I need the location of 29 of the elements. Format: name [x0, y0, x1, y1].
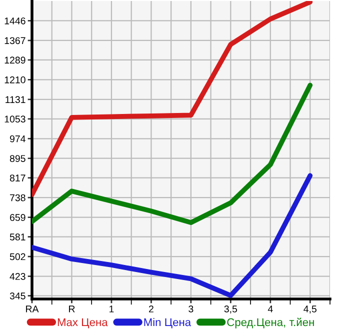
y-tick-label: 1367	[4, 37, 26, 44]
y-tick-label: 974	[10, 135, 26, 142]
y-tick-label: 1446	[4, 17, 26, 24]
line-series	[32, 82, 313, 225]
y-tick-label: 1210	[4, 76, 26, 84]
y-tick-label: 738	[10, 194, 26, 202]
y-tick-label: 581	[10, 234, 26, 240]
y-tick-label: 1053	[4, 116, 26, 123]
x-tick-label: 3	[188, 306, 194, 312]
x-tick-label: 4	[268, 306, 273, 312]
line-series	[32, 1, 313, 198]
x-tick-label: 1	[110, 306, 114, 312]
y-tick-label: 423	[10, 273, 26, 280]
x-tick-label: 2	[148, 306, 154, 312]
y-tick-label: 895	[10, 155, 26, 162]
x-tick-label: R	[69, 306, 75, 312]
x-tick-label: 4,5	[304, 306, 316, 314]
y-tick-label: 817	[10, 174, 26, 182]
legend-label: Сред.Цена, т.йен	[227, 318, 314, 328]
legend-label: Max Цена	[58, 318, 108, 328]
y-tick-label: 1289	[4, 56, 26, 64]
line-series	[32, 173, 313, 298]
y-tick-label: 1131	[6, 96, 26, 104]
x-tick-label: RA	[26, 306, 39, 312]
y-tick-label: 502	[10, 253, 26, 260]
y-tick-label: 659	[10, 214, 26, 221]
x-tick-label: 3,5	[224, 306, 238, 314]
y-tick-label: 345	[10, 292, 26, 300]
legend-label: Min Цена	[144, 318, 192, 328]
